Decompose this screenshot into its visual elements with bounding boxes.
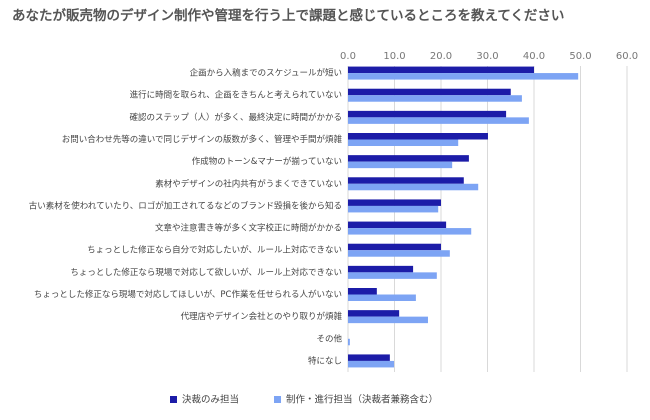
category-label: 代理店やデザイン会社とのやり取りが煩雑 <box>181 311 343 322</box>
category-label: ちょっとした修正なら現場で対応して欲しいが、ルール上対応できない <box>70 267 342 278</box>
category-label: 企画から入稿までのスケジュールが短い <box>190 68 342 79</box>
category-label: 作成物のトーン&マナーが揃っていない <box>192 156 342 167</box>
bar <box>348 117 529 124</box>
bar <box>348 161 453 169</box>
bar <box>348 316 428 324</box>
bar <box>348 360 395 368</box>
bar <box>348 183 479 191</box>
bar <box>348 66 534 74</box>
category-label: ちょっとした修正なら現場で対応してほしいが、PC作業を任せられる人がいない <box>34 289 342 300</box>
category-label: 進行に時間を取られ、企画をきちんと考えられていない <box>130 90 342 101</box>
chart-title: あなたが販売物のデザイン制作や管理を行う上で課題と感じているところを教えてくださ… <box>12 7 564 24</box>
category-label: ちょっとした修正なら自分で対応したいが、ルール上対応できない <box>87 245 342 256</box>
bar <box>348 199 441 206</box>
bar <box>348 265 414 273</box>
bar <box>348 110 507 118</box>
x-tick-label: 10.0 <box>383 51 405 62</box>
bar <box>348 310 400 317</box>
x-tick-label: 60.0 <box>616 51 638 62</box>
legend-swatch <box>274 396 282 403</box>
bar <box>348 354 390 361</box>
bar <box>348 95 522 102</box>
bar <box>348 272 437 279</box>
bar <box>348 88 511 96</box>
bar <box>348 250 450 257</box>
bar <box>348 221 447 229</box>
category-label: 文章や注意書き等が多く文字校正に時間がかかる <box>155 223 342 234</box>
category-label: 確認のステップ（人）が多く、最終決定に時間がかかる <box>129 112 342 123</box>
x-tick-label: 0.0 <box>340 51 356 62</box>
bar <box>348 288 377 295</box>
x-tick-label: 40.0 <box>523 51 545 62</box>
bar <box>348 338 350 346</box>
x-tick-label: 50.0 <box>569 51 591 62</box>
x-tick-label: 30.0 <box>476 51 498 62</box>
bar <box>348 205 439 213</box>
bar <box>348 139 459 146</box>
category-label: 古い素材を使われていたり、ロゴが加工されてるなどのブランド毀損を後から知る <box>29 200 342 211</box>
category-label: お問い合わせ先等の違いで同じデザインの版数が多く、管理や手間が煩雑 <box>62 134 343 145</box>
bar <box>348 177 464 184</box>
legend-swatch <box>170 396 177 403</box>
x-tick-label: 20.0 <box>430 51 452 62</box>
bar <box>348 155 469 162</box>
bar <box>348 294 416 301</box>
legend-label: 制作・進行担当（決裁者兼務含む） <box>286 394 438 406</box>
bar <box>348 243 441 251</box>
bar <box>348 73 579 80</box>
category-label: その他 <box>316 333 342 344</box>
legend-label: 決裁のみ担当 <box>182 394 239 406</box>
category-label: 素材やデザインの社内共有がうまくできていない <box>155 178 342 189</box>
bar <box>348 228 472 235</box>
bar <box>348 133 488 140</box>
category-label: 特になし <box>308 355 342 366</box>
